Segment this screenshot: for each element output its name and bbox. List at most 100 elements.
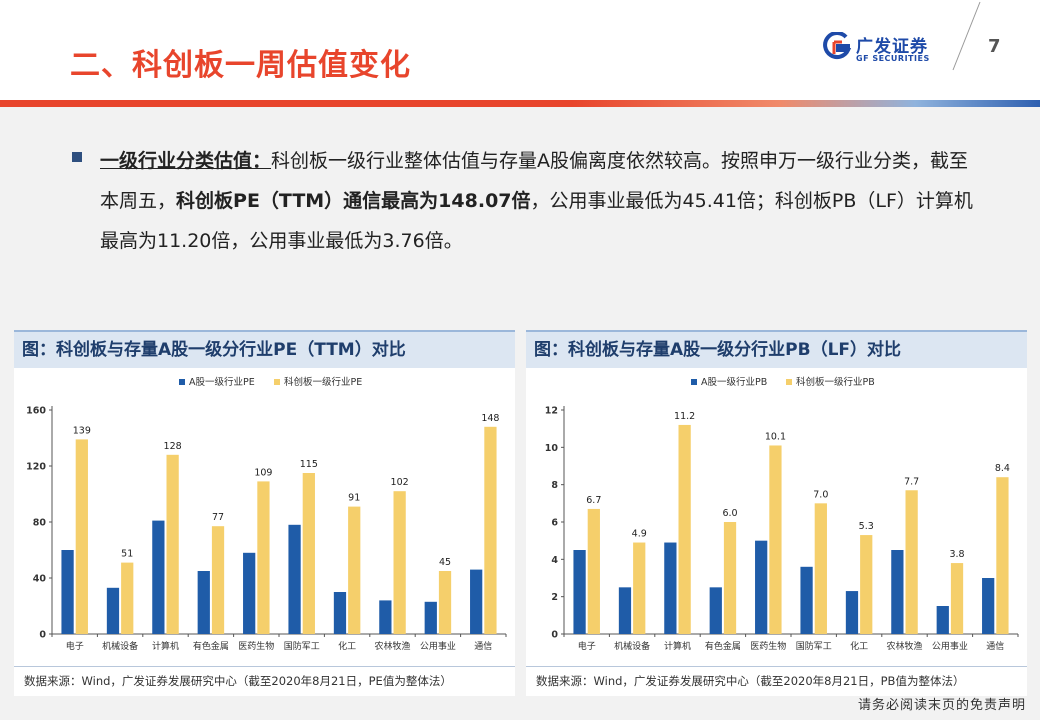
x-tick-label: 化工 [338,640,356,652]
disclaimer-footer: 请务必阅读末页的免责声明 [857,698,1026,713]
y-tick-label: 40 [33,574,47,585]
bar-series-2 [438,571,452,634]
bar-series-2 [121,562,134,634]
bar-series-1 [333,592,347,634]
data-label-series-2: 6.0 [722,508,737,519]
company-logo: 广发证券 GF SECURITIES [822,30,947,70]
bar-series-2 [950,563,964,634]
y-tick-label: 80 [33,518,47,529]
data-label-series-2: 109 [254,467,272,478]
x-tick-label: 机械设备 [614,640,650,652]
header: 二、科创板一周估值变化 广发证券 GF SECURITIES 7 [0,0,1040,100]
y-tick-label: 4 [551,555,558,566]
x-tick-label: 电子 [578,640,596,652]
bar-series-1 [891,550,904,634]
data-label-series-2: 102 [391,477,409,488]
x-tick-label: 农林牧渔 [374,640,410,652]
data-label-series-2: 148 [481,413,499,424]
logo-text-en: GF SECURITIES [856,54,930,63]
page-title: 二、科创板一周估值变化 [70,48,411,83]
bar-series-1 [470,569,483,634]
bar-series-1 [845,591,859,634]
y-tick-label: 0 [551,630,558,641]
x-tick-label: 通信 [986,640,1004,652]
logo-text-cn: 广发证券 [856,37,928,57]
paragraph-highlight: 科创板PE（TTM）通信最高为148.07倍 [176,190,531,212]
bar-series-2 [348,506,361,634]
data-label-series-2: 7.7 [904,476,919,487]
bar-series-1 [288,524,301,634]
bar-series-1 [243,552,256,634]
data-label-series-2: 139 [73,425,91,436]
bar-series-1 [424,601,437,634]
x-tick-label: 机械设备 [102,640,138,652]
bar-series-2 [678,424,691,634]
header-stripe [0,100,1040,107]
y-tick-label: 2 [551,592,558,603]
bar-series-1 [982,578,995,634]
data-label-series-2: 128 [164,441,182,452]
pe-chart-title: 图：科创板与存量A股一级分行业PE（TTM）对比 [14,330,515,368]
divider-slash [952,1,981,71]
pe-chart: A股一级行业PE 科创板一级行业PE 0 40 80 120 160 139 电子 51 机械设备 1… [26,376,507,652]
data-label-series-2: 115 [300,459,318,470]
legend-swatch-series-2 [786,379,792,385]
bar-series-1 [197,571,210,634]
pb-chart: A股一级行业PB 科创板一级行业PB 0 2 4 6 8 10 12 6.7 电子 4.9 机械设备 11… [545,376,1019,652]
y-tick-label: 6 [551,518,558,529]
y-tick-label: 12 [545,406,558,417]
paragraph-lead: 一级行业分类估值： [100,150,272,172]
bar-series-1 [618,587,632,634]
y-tick-label: 10 [545,443,559,454]
bar-series-1 [152,520,165,634]
bar-series-1 [664,542,677,634]
x-tick-label: 医药生物 [238,640,274,652]
bar-series-1 [800,566,813,634]
bar-series-2 [393,491,406,634]
bar-series-2 [484,426,497,634]
bar-series-2 [166,454,179,634]
bullet-square-icon [72,152,82,162]
x-tick-label: 国防军工 [796,640,832,652]
bar-series-2 [211,526,225,634]
bar-series-1 [573,550,586,634]
bar-series-1 [61,550,74,634]
data-label-series-2: 51 [121,549,133,560]
data-label-series-2: 3.8 [949,549,964,560]
pe-chart-source: 数据来源：Wind，广发证券发展研究中心（截至2020年8月21日，PE值为整体… [14,666,515,696]
data-label-series-2: 4.9 [632,529,647,540]
bar-series-1 [709,587,722,634]
bar-series-2 [996,477,1009,634]
data-label-series-2: 7.0 [813,489,828,500]
gf-logo-icon [823,32,852,60]
x-tick-label: 有色金属 [193,640,229,652]
x-tick-label: 计算机 [152,640,179,652]
data-label-series-2: 11.2 [674,411,695,422]
data-label-series-2: 10.1 [765,431,786,442]
bar-series-2 [860,535,873,634]
x-tick-label: 通信 [474,640,492,652]
data-label-series-2: 77 [212,512,224,523]
pb-chart-title: 图：科创板与存量A股一级分行业PB（LF）对比 [526,330,1027,368]
summary-paragraph: 一级行业分类估值：科创板一级行业整体估值与存量A股偏离度依然较高。按照申万一级行… [100,141,980,261]
bar-series-1 [755,540,768,634]
bar-series-2 [769,445,782,634]
bar-series-1 [379,600,392,634]
y-tick-label: 8 [551,480,558,491]
x-tick-label: 医药生物 [750,640,786,652]
data-label-series-2: 91 [348,493,360,504]
pe-chart-panel: 图：科创板与存量A股一级分行业PE（TTM）对比 A股一级行业PE 科创板一级行业… [14,330,515,696]
legend-swatch-series-2 [274,379,280,385]
legend-swatch-series-1 [179,379,185,385]
bar-series-2 [75,439,88,634]
x-tick-label: 公用事业 [420,640,456,652]
paragraph-text-1: 科创板一级行业整体估值与存量A股偏离度依然较高。按照申万一级行业分类，截至本周五… [100,150,969,212]
y-tick-label: 160 [26,406,46,417]
bar-series-2 [302,473,315,634]
paragraph-text-2: ，公用事业最低为45.41倍；科创板PB（LF）计算机最高为11.20倍，公用事… [100,190,973,252]
y-tick-label: 0 [39,630,46,641]
x-tick-label: 电子 [66,640,84,652]
y-tick-label: 120 [26,462,46,473]
legend-label-series-1: A股一级行业PE [189,376,255,388]
x-tick-label: 公用事业 [932,640,968,652]
